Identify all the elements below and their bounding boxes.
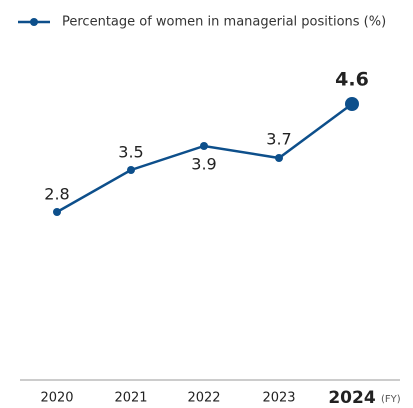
data-point xyxy=(345,97,359,111)
data-label: 4.6 xyxy=(335,69,369,91)
x-tick-label: 2022 xyxy=(187,391,220,406)
x-tick-label: 2020 xyxy=(40,391,73,406)
data-point xyxy=(53,208,61,216)
fy-annotation: (FY) xyxy=(381,394,401,405)
data-point xyxy=(200,142,208,150)
legend-label: Percentage of women in managerial positi… xyxy=(62,15,386,30)
data-label: 3.9 xyxy=(191,155,216,174)
data-point xyxy=(275,154,283,162)
data-point xyxy=(127,166,135,174)
data-label: 3.7 xyxy=(266,130,291,149)
x-tick-label: 2021 xyxy=(114,391,147,406)
legend-marker xyxy=(30,18,38,26)
x-tick-label: 2023 xyxy=(262,391,295,406)
data-label: 2.8 xyxy=(44,185,69,204)
data-label: 3.5 xyxy=(118,143,143,162)
x-tick-label: 2024 xyxy=(328,388,375,408)
